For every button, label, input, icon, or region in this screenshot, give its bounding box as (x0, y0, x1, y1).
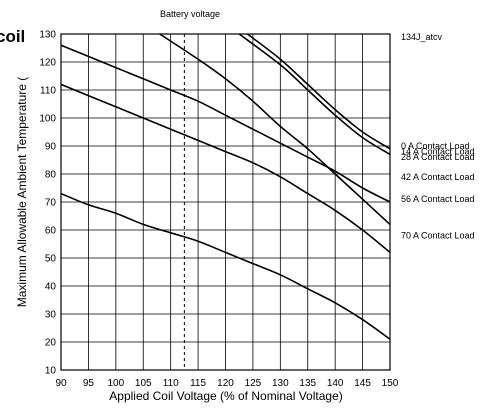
x-tick-label-12: 150 (382, 378, 399, 389)
x-tick-labels: 90 95 100 105 110 115 120 125 130 135 140 145 150 (55, 378, 398, 389)
y-tick-label-1: 20 (45, 338, 57, 349)
series-line-5 (61, 192, 390, 340)
y-tick-label-11: 120 (39, 58, 56, 69)
x-tick-label-0: 90 (55, 378, 67, 389)
series-label-4: 56 A Contact Load (401, 194, 475, 204)
series-label-1: 14 A Contact Load (401, 147, 475, 157)
series-line-2 (159, 34, 390, 225)
x-tick-label-2: 100 (107, 378, 124, 389)
y-axis-label: Maximum Allowable Ambient Temperature ( (15, 77, 29, 308)
chart-title-fragment: coil (0, 27, 25, 46)
x-tick-label-5: 115 (190, 378, 206, 389)
x-tick-label-8: 130 (272, 378, 289, 389)
x-tick-label-6: 120 (217, 378, 234, 389)
x-tick-label-10: 140 (327, 378, 344, 389)
series-line-1 (238, 34, 390, 156)
y-tick-label-6: 70 (45, 198, 57, 209)
x-tick-label-7: 125 (245, 378, 262, 389)
y-tick-labels: 10 20 30 40 50 60 70 80 90 100 110 120 130 (39, 30, 56, 377)
series-line-0 (246, 34, 390, 150)
y-tick-label-5: 60 (45, 226, 57, 237)
corner-label: 134J_atcv (401, 32, 443, 42)
x-axis-label: Applied Coil Voltage (% of Nominal Volta… (109, 389, 342, 403)
x-tick-label-3: 105 (135, 378, 152, 389)
x-tick-label-9: 135 (299, 378, 316, 389)
x-tick-label-4: 110 (163, 378, 179, 389)
y-tick-label-3: 40 (45, 282, 57, 293)
y-tick-label-12: 130 (39, 30, 56, 41)
series-curves (61, 34, 390, 340)
y-tick-label-8: 90 (45, 142, 57, 153)
y-tick-label-4: 50 (45, 254, 57, 265)
plot-frame (60, 33, 391, 371)
x-tick-label-1: 95 (83, 378, 95, 389)
series-label-3: 42 A Contact Load (401, 172, 475, 182)
y-tick-label-0: 10 (45, 366, 57, 377)
y-tick-label-10: 110 (40, 86, 56, 97)
y-tick-label-7: 80 (45, 170, 57, 181)
x-tick-label-11: 145 (354, 378, 371, 389)
series-label-0: 0 A Contact Load (401, 141, 470, 151)
series-label-2: 28 A Contact Load (401, 152, 475, 162)
series-line-4 (61, 83, 390, 254)
series-line-3 (61, 44, 390, 203)
top-label: Battery voltage (160, 9, 220, 19)
series-label-5: 70 A Contact Load (401, 231, 475, 241)
grid (60, 33, 391, 371)
y-tick-label-2: 30 (45, 310, 57, 321)
y-tick-label-9: 100 (39, 114, 56, 125)
